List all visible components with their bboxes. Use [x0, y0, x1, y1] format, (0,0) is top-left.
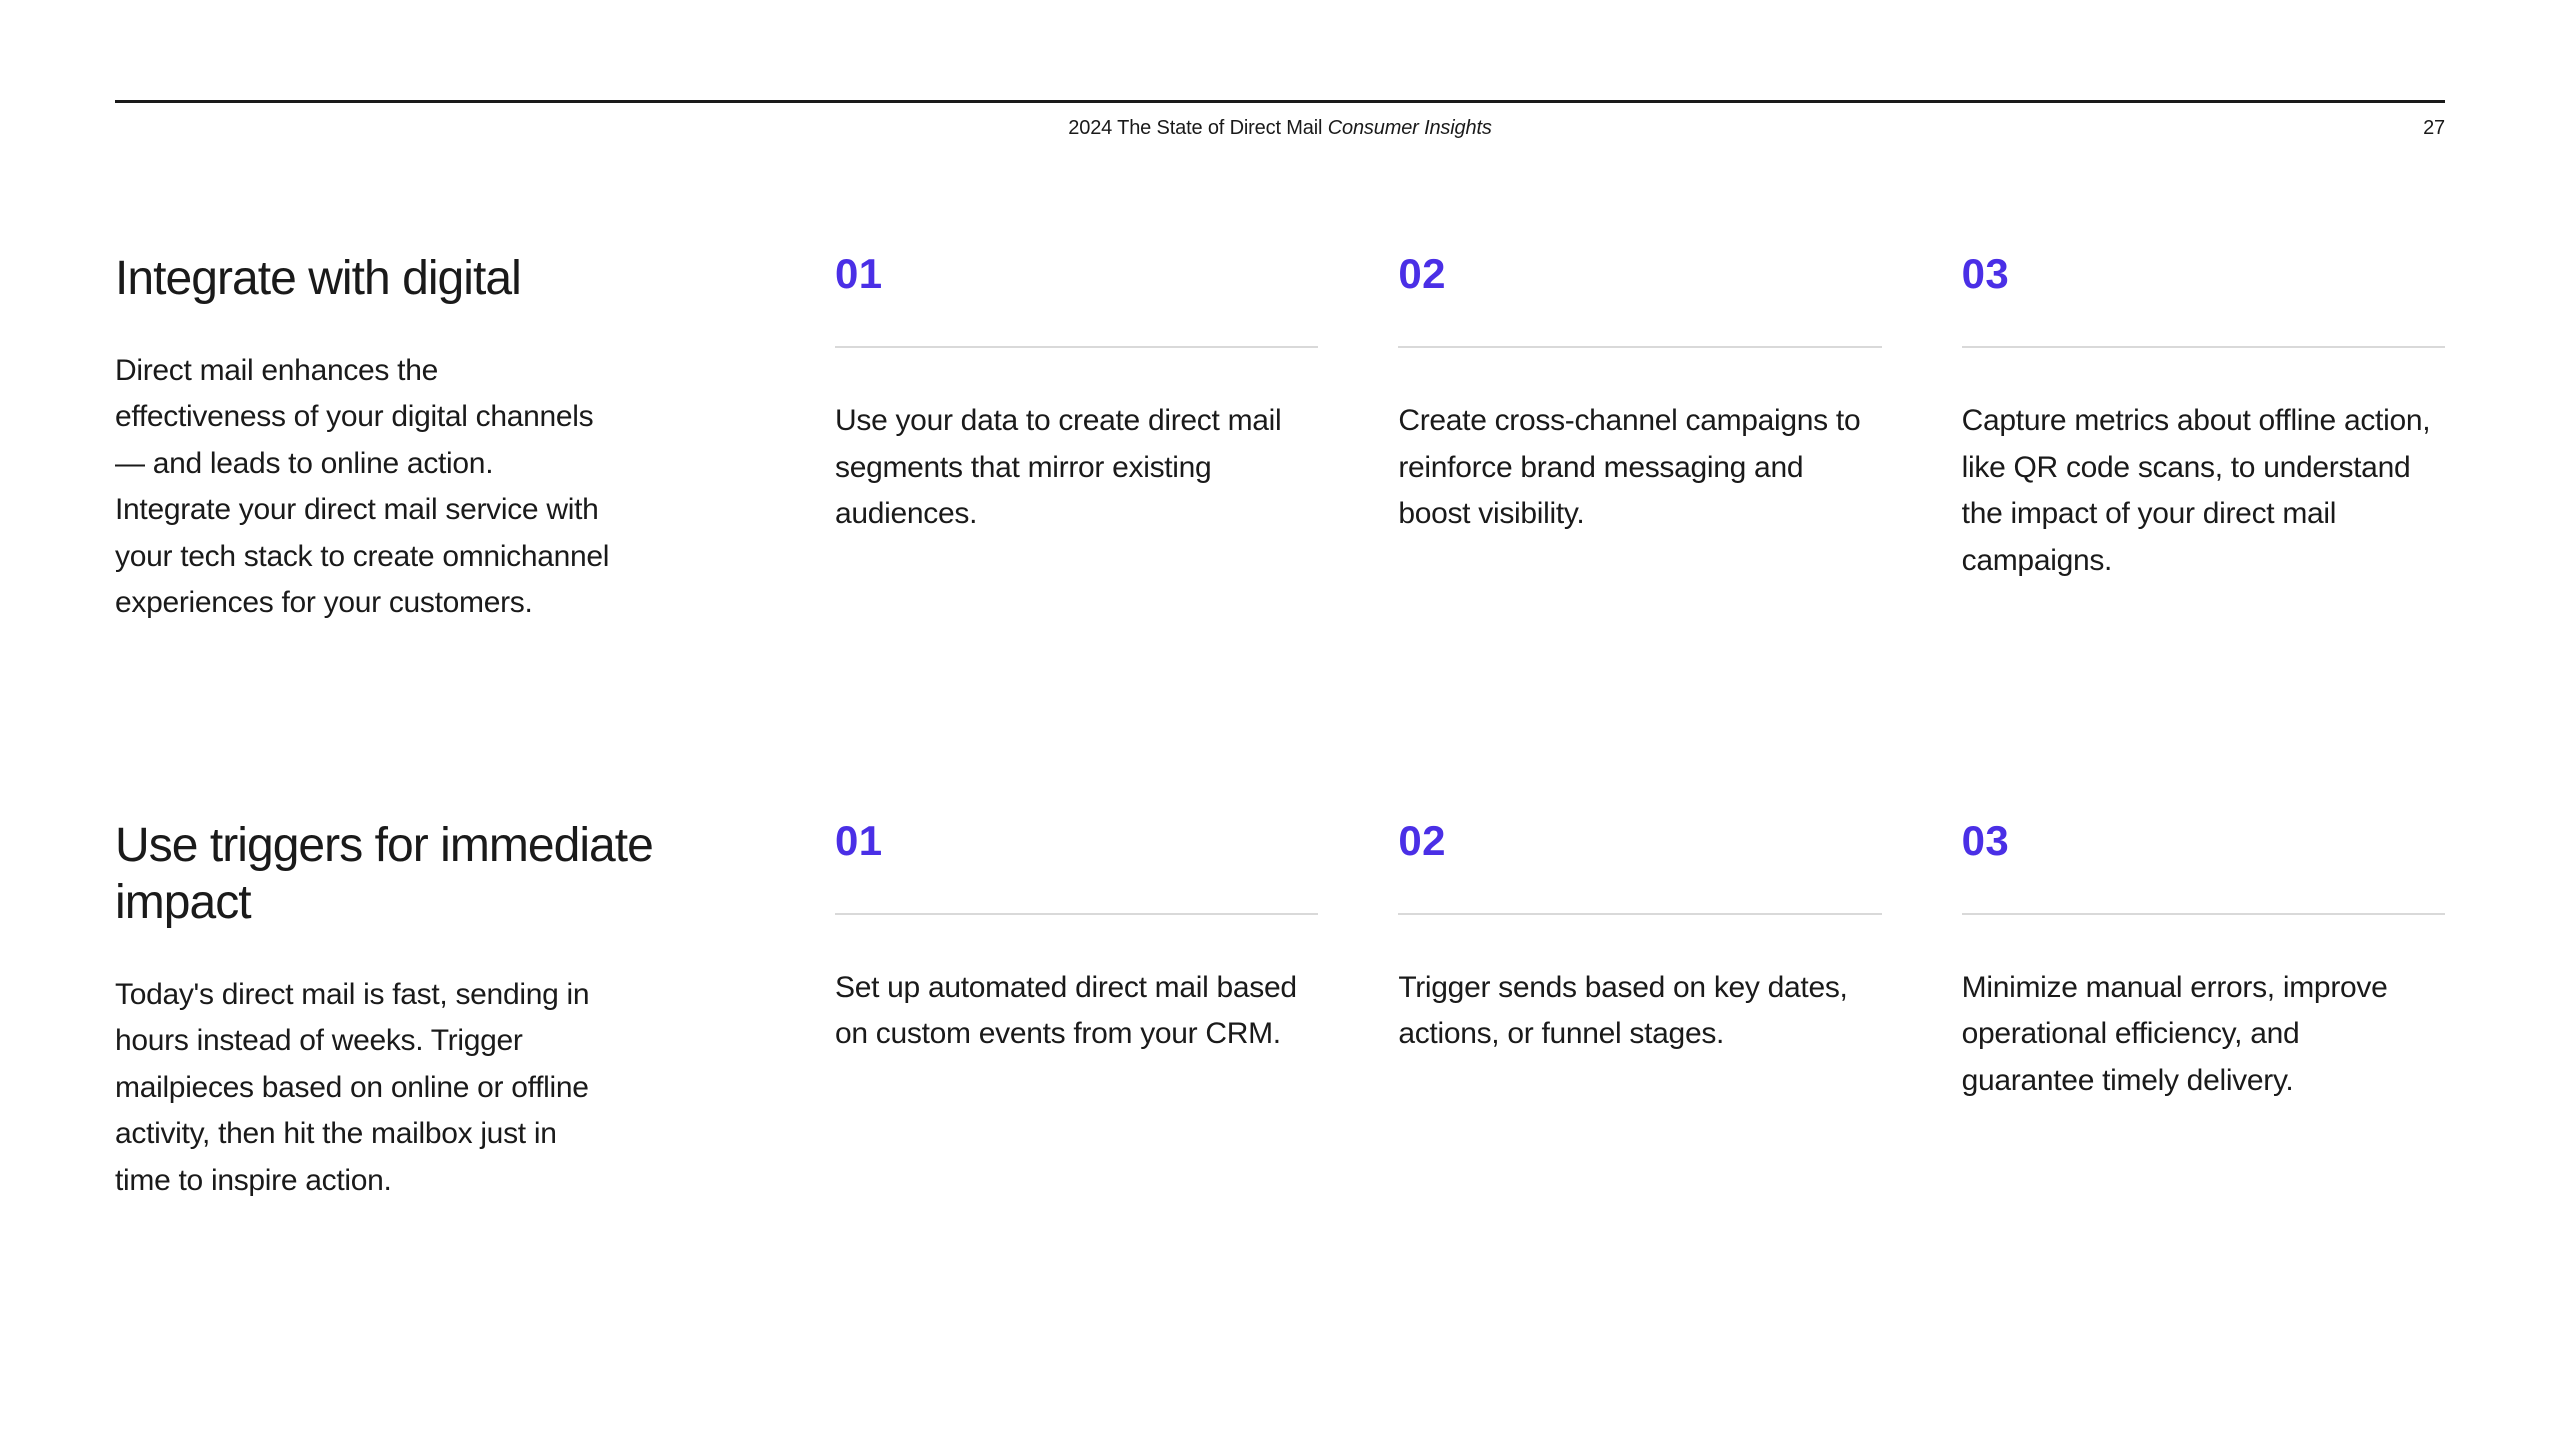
- report-title-plain: 2024 The State of Direct Mail: [1068, 117, 1327, 139]
- report-title-italic: Consumer Insights: [1328, 117, 1492, 139]
- item-text: Minimize manual errors, improve operatio…: [1962, 965, 2432, 1105]
- section-integrate: Integrate with digital Direct mail enhan…: [115, 250, 2445, 627]
- section-item: 01 Use your data to create direct mail s…: [835, 250, 1318, 538]
- section-item: 03 Minimize manual errors, improve opera…: [1962, 817, 2445, 1105]
- section-title: Integrate with digital: [115, 250, 755, 308]
- item-number: 03: [1962, 250, 2445, 348]
- item-number: 01: [835, 817, 1318, 915]
- section-item: 03 Capture metrics about offline action,…: [1962, 250, 2445, 584]
- section-item: 01 Set up automated direct mail based on…: [835, 817, 1318, 1058]
- section-left: Use triggers for immediate impact Today'…: [115, 817, 755, 1205]
- section-intro: Today's direct mail is fast, sending in …: [115, 972, 615, 1205]
- section-intro: Direct mail enhances the effectiveness o…: [115, 348, 615, 627]
- item-text: Set up automated direct mail based on cu…: [835, 965, 1305, 1058]
- sections: Integrate with digital Direct mail enhan…: [115, 250, 2445, 1204]
- page-header: 2024 The State of Direct Mail Consumer I…: [115, 117, 2445, 140]
- page: 2024 The State of Direct Mail Consumer I…: [0, 0, 2560, 1440]
- top-rule: [115, 100, 2445, 103]
- report-title: 2024 The State of Direct Mail Consumer I…: [1068, 117, 1491, 140]
- section-item: 02 Trigger sends based on key dates, act…: [1398, 817, 1881, 1058]
- section-left: Integrate with digital Direct mail enhan…: [115, 250, 755, 627]
- item-number: 02: [1398, 250, 1881, 348]
- section-item: 02 Create cross-channel campaigns to rei…: [1398, 250, 1881, 538]
- item-text: Create cross-channel campaigns to reinfo…: [1398, 398, 1868, 538]
- item-number: 01: [835, 250, 1318, 348]
- item-text: Trigger sends based on key dates, action…: [1398, 965, 1868, 1058]
- section-title: Use triggers for immediate impact: [115, 817, 755, 932]
- page-number: 27: [2423, 117, 2445, 140]
- item-number: 02: [1398, 817, 1881, 915]
- section-triggers: Use triggers for immediate impact Today'…: [115, 817, 2445, 1205]
- item-text: Capture metrics about offline action, li…: [1962, 398, 2432, 584]
- item-number: 03: [1962, 817, 2445, 915]
- item-text: Use your data to create direct mail segm…: [835, 398, 1305, 538]
